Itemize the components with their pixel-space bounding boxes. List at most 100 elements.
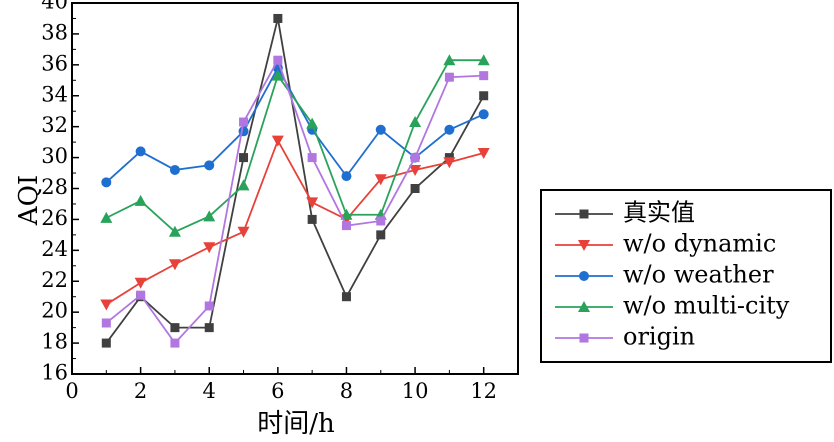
legend-marker [578,240,590,251]
data-point [410,184,420,193]
legend-item: origin [555,323,695,351]
data-point [479,91,489,101]
x-axis-title: 时间/h [257,409,335,439]
x-tick-label: 0 [65,379,78,403]
y-tick-label: 22 [41,268,68,292]
data-point [341,221,351,231]
data-point [273,13,283,23]
x-tick-label: 2 [134,379,147,403]
series-0 [101,13,489,348]
data-point [374,174,387,186]
data-point [307,214,317,224]
data-point [376,230,386,240]
series-line [105,138,484,306]
data-point [168,259,181,271]
data-point [306,117,319,129]
legend-label: w/o weather [623,261,774,289]
data-point [376,216,386,226]
series-line [105,18,485,344]
data-point [341,171,352,182]
legend-item: w/o multi-city [555,292,790,320]
y-tick-label: 16 [41,361,68,385]
data-point [477,147,490,159]
y-tick-label: 34 [41,82,68,106]
x-tick-label: 6 [271,379,284,403]
y-axis-title: AQI [14,175,44,226]
data-point [101,177,112,188]
series-2 [101,62,489,188]
x-tick-label: 10 [402,379,429,403]
legend-label: w/o dynamic [623,230,776,258]
data-point [273,55,283,65]
series-line [105,59,484,233]
data-point [169,164,180,175]
x-axis: 0 2 4 6 8 10 12 [65,367,497,403]
data-point [239,153,249,163]
data-point [341,292,351,302]
data-point [478,109,489,120]
data-point [479,71,489,81]
data-point [340,208,353,220]
y-tick-label: 32 [41,113,68,137]
data-point [237,226,250,238]
y-tick-label: 36 [41,51,68,75]
data-point [203,210,216,222]
data-point [204,301,214,311]
data-point [100,299,113,311]
legend-label: w/o multi-city [623,292,790,320]
data-point [306,197,319,209]
series-4 [101,55,489,348]
data-point [444,72,454,82]
y-tick-label: 30 [41,144,68,168]
data-point [271,69,284,81]
y-tick-label: 38 [41,20,68,44]
data-point [410,153,420,163]
data-point [443,157,456,169]
legend-marker [579,209,589,219]
y-tick-label: 18 [41,330,68,354]
legend-marker [579,271,589,281]
legend-marker [579,333,589,343]
legend-item: 真实值 [555,199,695,227]
data-point [170,323,180,333]
data-point [100,211,113,223]
series-layer [100,13,490,348]
legend-marker [578,301,590,312]
series-line [105,66,485,183]
data-point [409,164,422,176]
data-point [136,290,146,300]
legend-item: w/o weather [555,261,774,289]
legend: 真实值 w/o dynamic w/o weather w/o multi-city o… [540,189,832,363]
data-point [477,54,490,66]
data-point [204,160,215,171]
legend-label: origin [623,323,695,351]
series-3 [100,54,490,237]
data-point [101,338,111,348]
y-tick-label: 40 [41,0,68,14]
data-point [238,126,249,137]
data-point [237,179,250,191]
data-point [204,323,214,333]
data-point [375,124,386,135]
y-tick-label: 20 [41,299,68,323]
series-1 [100,135,490,311]
data-point [409,116,422,128]
data-point [134,194,147,206]
x-tick-label: 4 [203,379,216,403]
data-point [170,338,180,348]
data-point [239,117,249,127]
data-point [168,225,181,237]
data-point [271,135,284,147]
data-point [443,54,456,66]
y-tick-label: 28 [41,175,68,199]
y-tick-label: 26 [41,206,68,230]
data-point [135,146,146,157]
series-line [105,58,484,345]
data-point [134,277,147,289]
legend-item: w/o dynamic [555,230,776,258]
x-tick-label: 8 [340,379,353,403]
data-point [203,242,216,254]
y-axis: 16 18 20 22 24 26 28 30 32 34 36 38 40 [41,0,79,385]
x-tick-label: 12 [470,379,497,403]
